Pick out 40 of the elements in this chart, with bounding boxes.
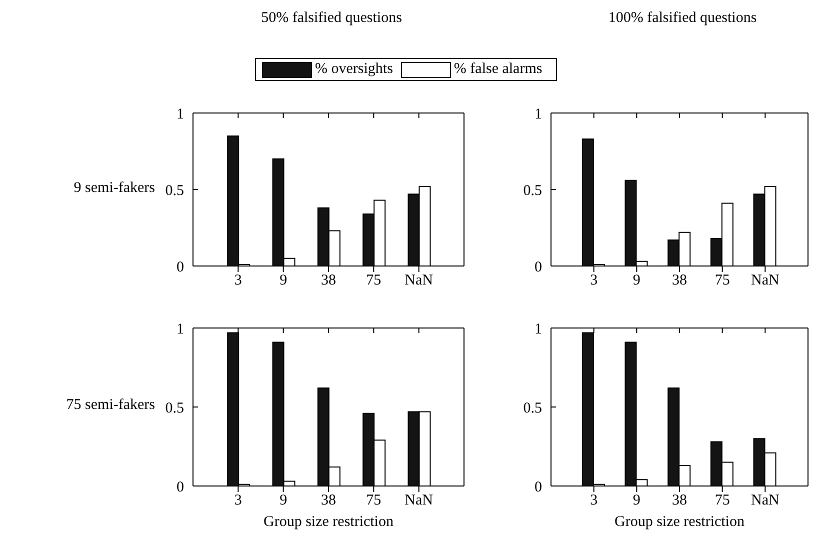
x-tick-label: 75: [366, 492, 382, 509]
x-tick-label: 38: [672, 272, 687, 289]
x-tick-label: 3: [590, 272, 598, 289]
y-tick-label: 0.5: [523, 400, 542, 416]
legend-label: % oversights: [314, 61, 393, 78]
x-tick-label: NaN: [404, 492, 434, 509]
x-tick-label: NaN: [404, 272, 434, 289]
x-tick-label: 3: [590, 492, 598, 509]
x-axis-title: Group size restriction: [614, 514, 746, 531]
x-tick-label: 38: [672, 492, 687, 509]
y-tick-label: 0: [534, 259, 542, 276]
x-tick-label: 9: [632, 272, 640, 289]
chart-title: 50% falsified questions: [260, 10, 403, 27]
y-tick-label: 0.5: [165, 182, 184, 199]
x-tick-label: 9: [280, 492, 288, 509]
y-axis-title: 75 semi-fakers: [66, 397, 155, 414]
y-tick-label: 0: [176, 479, 184, 496]
x-axis-title: Group size restriction: [262, 514, 394, 531]
y-tick-label: 0.5: [523, 182, 542, 199]
x-tick-label: 3: [234, 272, 242, 289]
y-tick-label: 1: [534, 106, 542, 122]
y-tick-label: 0: [534, 479, 542, 496]
chart-title: 100% falsified questions: [607, 10, 758, 27]
x-tick-label: 75: [366, 272, 382, 289]
x-tick-label: 75: [714, 492, 730, 509]
y-tick-label: 1: [534, 321, 542, 338]
y-axis-title: 9 semi-fakers: [74, 180, 155, 196]
y-tick-label: 1: [176, 321, 184, 338]
y-tick-label: 1: [176, 106, 184, 122]
x-tick-label: 9: [280, 272, 288, 289]
x-tick-label: NaN: [751, 272, 780, 289]
legend-label: % false alarms: [452, 61, 542, 78]
x-tick-label: 9: [632, 492, 640, 509]
y-tick-label: 0.5: [165, 400, 184, 416]
y-tick-label: 0: [176, 259, 184, 276]
x-tick-label: NaN: [751, 492, 780, 509]
x-tick-label: 75: [714, 272, 730, 289]
x-tick-label: 38: [321, 492, 336, 509]
x-tick-label: 38: [321, 272, 336, 289]
x-tick-label: 3: [234, 492, 242, 509]
